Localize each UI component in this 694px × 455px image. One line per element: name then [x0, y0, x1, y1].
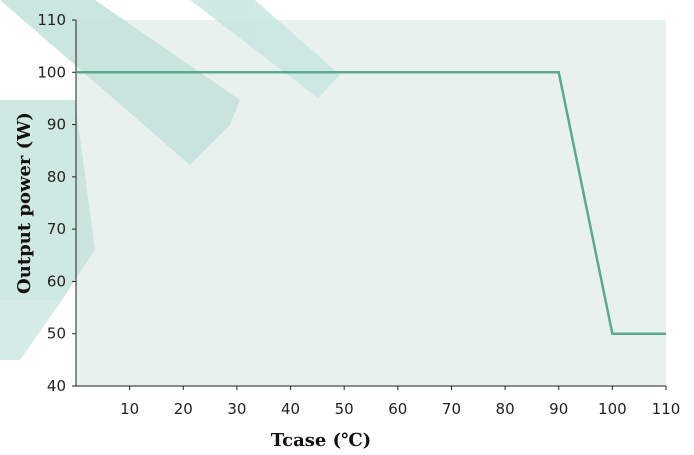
x-tick-label: 60 [388, 400, 407, 418]
x-tick-label: 70 [442, 400, 461, 418]
y-axis-title: Output power (W) [14, 112, 35, 294]
watermark-stroke-mid-left [0, 100, 95, 300]
x-tick-group: 10 20 30 40 50 60 70 80 90 100 110 [120, 386, 680, 418]
y-tick-label: 80 [47, 168, 66, 186]
watermark-stroke-upper-left [0, 0, 240, 165]
y-tick-label: 70 [47, 220, 66, 238]
x-tick-label: 20 [174, 400, 193, 418]
x-tick-label: 30 [227, 400, 246, 418]
y-tick-group: 40 50 60 70 80 90 100 110 [37, 11, 76, 395]
x-tick-label: 90 [549, 400, 568, 418]
y-tick-label: 100 [37, 63, 66, 81]
y-tick-label: 90 [47, 116, 66, 134]
y-tick-label: 50 [47, 325, 66, 343]
x-tick-label: 10 [120, 400, 139, 418]
x-axis-title: Tcase (℃) [271, 430, 371, 451]
x-tick-label: 100 [598, 400, 627, 418]
x-tick-label: 110 [652, 400, 681, 418]
series-line [76, 71, 666, 335]
x-tick-label: 50 [335, 400, 354, 418]
y-tick-label: 40 [47, 377, 66, 395]
watermark-stroke-lower-left [0, 300, 62, 360]
y-tick-label: 60 [47, 272, 66, 290]
x-tick-label: 80 [496, 400, 515, 418]
series-group [76, 71, 666, 335]
y-tick-label: 110 [37, 11, 66, 29]
x-tick-label: 40 [281, 400, 300, 418]
